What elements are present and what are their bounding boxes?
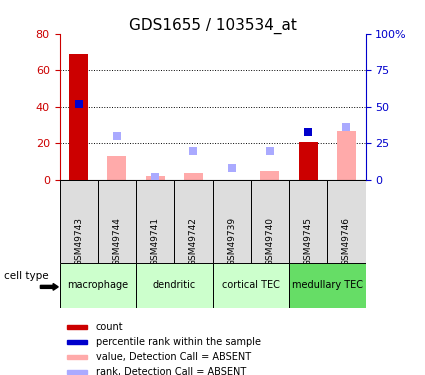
Text: GSM49742: GSM49742 [189, 217, 198, 266]
Text: cell type: cell type [4, 271, 49, 280]
Bar [260, 171, 280, 180]
Bar [327, 180, 366, 262]
Bar [289, 180, 327, 262]
Bar [298, 142, 317, 180]
Text: macrophage: macrophage [67, 280, 128, 290]
Bar [212, 262, 289, 308]
Text: rank, Detection Call = ABSENT: rank, Detection Call = ABSENT [96, 367, 246, 375]
Bar [107, 156, 127, 180]
Text: GSM49741: GSM49741 [150, 217, 160, 266]
Bar [337, 130, 356, 180]
Text: medullary TEC: medullary TEC [292, 280, 363, 290]
Text: percentile rank within the sample: percentile rank within the sample [96, 337, 261, 347]
Bar [67, 370, 87, 374]
Bar [174, 180, 212, 262]
Text: count: count [96, 322, 124, 332]
Text: GSM49740: GSM49740 [265, 217, 275, 266]
Bar [69, 54, 88, 180]
Text: GSM49746: GSM49746 [342, 217, 351, 266]
Bar [145, 176, 164, 180]
Bar [136, 180, 174, 262]
Bar [67, 325, 87, 329]
Bar [136, 262, 212, 308]
Bar [289, 262, 366, 308]
Text: GSM49743: GSM49743 [74, 217, 83, 266]
Text: GSM49745: GSM49745 [303, 217, 313, 266]
Bar [98, 180, 136, 262]
Text: cortical TEC: cortical TEC [222, 280, 280, 290]
Bar [60, 180, 98, 262]
Bar [60, 262, 136, 308]
Title: GDS1655 / 103534_at: GDS1655 / 103534_at [128, 18, 296, 34]
Text: GSM49744: GSM49744 [112, 217, 122, 266]
Bar [67, 355, 87, 359]
Text: GSM49739: GSM49739 [227, 217, 236, 266]
Bar [251, 180, 289, 262]
Text: value, Detection Call = ABSENT: value, Detection Call = ABSENT [96, 352, 251, 362]
Bar [212, 180, 251, 262]
Text: dendritic: dendritic [153, 280, 196, 290]
Bar [67, 340, 87, 344]
Bar [184, 172, 203, 180]
